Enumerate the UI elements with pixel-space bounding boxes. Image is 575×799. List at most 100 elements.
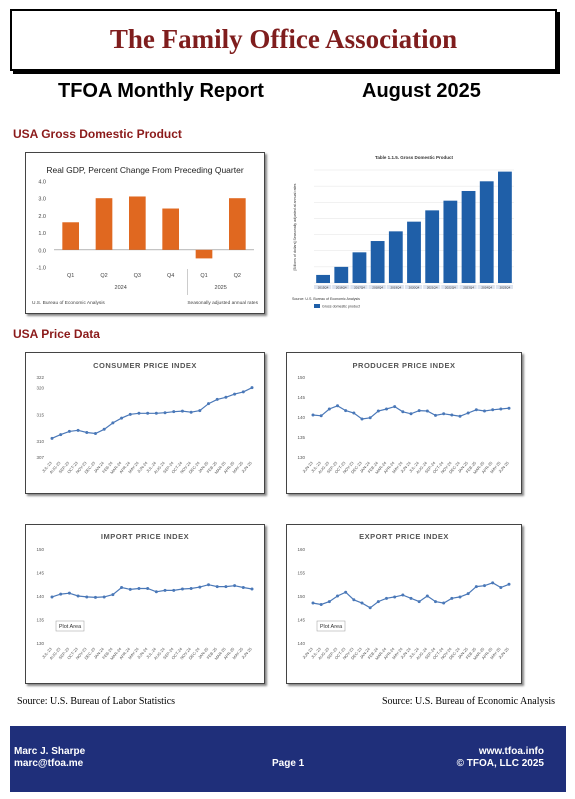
x-label-cell — [350, 285, 368, 289]
data-point — [450, 596, 454, 600]
data-point — [93, 432, 97, 436]
footer-website[interactable]: www.tfoa.info — [478, 746, 544, 757]
data-point — [241, 586, 245, 590]
y-tick-label: 145 — [297, 618, 305, 623]
data-point — [128, 412, 132, 416]
data-point — [507, 406, 511, 410]
data-point — [198, 409, 202, 413]
data-point — [466, 592, 470, 596]
data-point — [233, 392, 237, 396]
data-point — [409, 596, 413, 600]
data-point — [215, 585, 219, 589]
data-point — [224, 395, 228, 399]
chart-title: CONSUMER PRICE INDEX — [93, 361, 197, 370]
bar — [62, 222, 79, 250]
data-point — [59, 592, 63, 596]
export-price-chart: EXPORT PRICE INDEX160155150145140JUN-23J… — [297, 532, 511, 661]
data-point — [50, 436, 54, 440]
data-point — [385, 407, 388, 411]
footer-page: Page 1 — [272, 758, 305, 769]
series-line — [51, 387, 253, 439]
data-point — [458, 595, 462, 599]
data-point — [137, 411, 141, 415]
data-point — [425, 409, 429, 413]
section-gdp-heading: USA Gross Domestic Product — [13, 127, 182, 141]
data-point — [442, 412, 446, 416]
x-tick-label: 2015Q4 — [318, 286, 329, 290]
y-tick-label: 3.0 — [38, 197, 46, 203]
footer-email[interactable]: marc@tfoa.me — [14, 758, 84, 769]
gdp-change-chart-panel: Real GDP, Percent Change From Preceding … — [25, 152, 265, 314]
data-point — [401, 593, 405, 597]
data-point — [111, 593, 115, 597]
data-point — [76, 428, 80, 432]
x-tick-label: 2023Q4 — [463, 286, 474, 290]
plot-area-tooltip-text: Plot Area — [59, 624, 82, 630]
x-tick-label: Q2 — [100, 273, 107, 279]
bar — [352, 252, 367, 283]
y-tick-label: 145 — [36, 571, 44, 576]
y-tick-label: 155 — [297, 571, 305, 576]
y-tick-label: 135 — [36, 618, 44, 623]
y-tick-label: 310 — [36, 439, 44, 444]
gdp-change-chart: Real GDP, Percent Change From Preceding … — [32, 165, 259, 306]
x-tick-label: 2018Q4 — [372, 286, 383, 290]
y-tick-label: 135 — [297, 435, 305, 440]
x-label-cell — [404, 285, 423, 289]
data-point — [385, 596, 388, 600]
footer-copyright: © TFOA, LLC 2025 — [456, 758, 544, 769]
plot-area-tooltip — [55, 620, 85, 632]
data-point — [111, 421, 115, 425]
legend-label: Gross domestic product — [322, 305, 360, 309]
data-point — [120, 416, 124, 420]
chart-title: Real GDP, Percent Change From Preceding … — [46, 165, 243, 175]
data-point — [393, 595, 397, 599]
gdp-level-chart: Table 1.1.5. Gross Domestic Product [Bill… — [292, 155, 514, 309]
y-axis-label: [Billions of dollars] Seasonally adjuste… — [293, 183, 297, 270]
y-tick-label: 307 — [36, 455, 44, 460]
data-point — [483, 409, 486, 413]
data-point — [241, 390, 245, 394]
x-label-cell — [477, 285, 495, 289]
x-label-cell — [386, 285, 404, 289]
source-right: Source: U.S. Bureau of Economic Analysis — [382, 696, 556, 707]
data-point — [344, 590, 348, 594]
data-point — [417, 600, 421, 604]
y-tick-label: 150 — [36, 547, 44, 552]
bar — [195, 249, 213, 259]
x-tick-label: 2016Q4 — [336, 286, 347, 290]
data-point — [250, 587, 254, 591]
data-point — [120, 586, 124, 590]
data-point — [163, 411, 167, 415]
bar — [334, 266, 349, 283]
data-point — [458, 414, 462, 418]
bar — [388, 231, 403, 283]
y-tick-label: 2.0 — [38, 214, 46, 220]
data-point — [442, 601, 446, 605]
bar — [162, 208, 179, 250]
x-tick-label: Q1 — [67, 273, 74, 279]
bar — [316, 274, 330, 283]
data-point — [466, 411, 470, 415]
data-point — [137, 586, 141, 590]
data-point — [376, 409, 380, 413]
data-point — [319, 602, 323, 606]
data-point — [474, 585, 478, 589]
page-title: The Family Office Association — [109, 24, 458, 54]
source-left: Source: U.S. Bureau of Labor Statistics — [17, 696, 176, 707]
data-point — [450, 413, 454, 417]
data-point — [233, 584, 237, 588]
x-tick-label: Q4 — [167, 273, 174, 279]
y-tick-label: 0.0 — [38, 248, 46, 254]
data-point — [146, 586, 150, 590]
data-point — [76, 594, 80, 598]
x-tick-label: Q2 — [234, 273, 241, 279]
data-point — [154, 411, 158, 415]
x-tick-label: JUN-25 — [240, 460, 253, 474]
y-tick-label: 150 — [297, 375, 305, 380]
y-tick-label: -1.0 — [37, 266, 46, 272]
y-tick-label: 140 — [297, 641, 305, 646]
data-point — [198, 585, 202, 589]
data-point — [50, 595, 54, 599]
data-point — [491, 581, 495, 585]
